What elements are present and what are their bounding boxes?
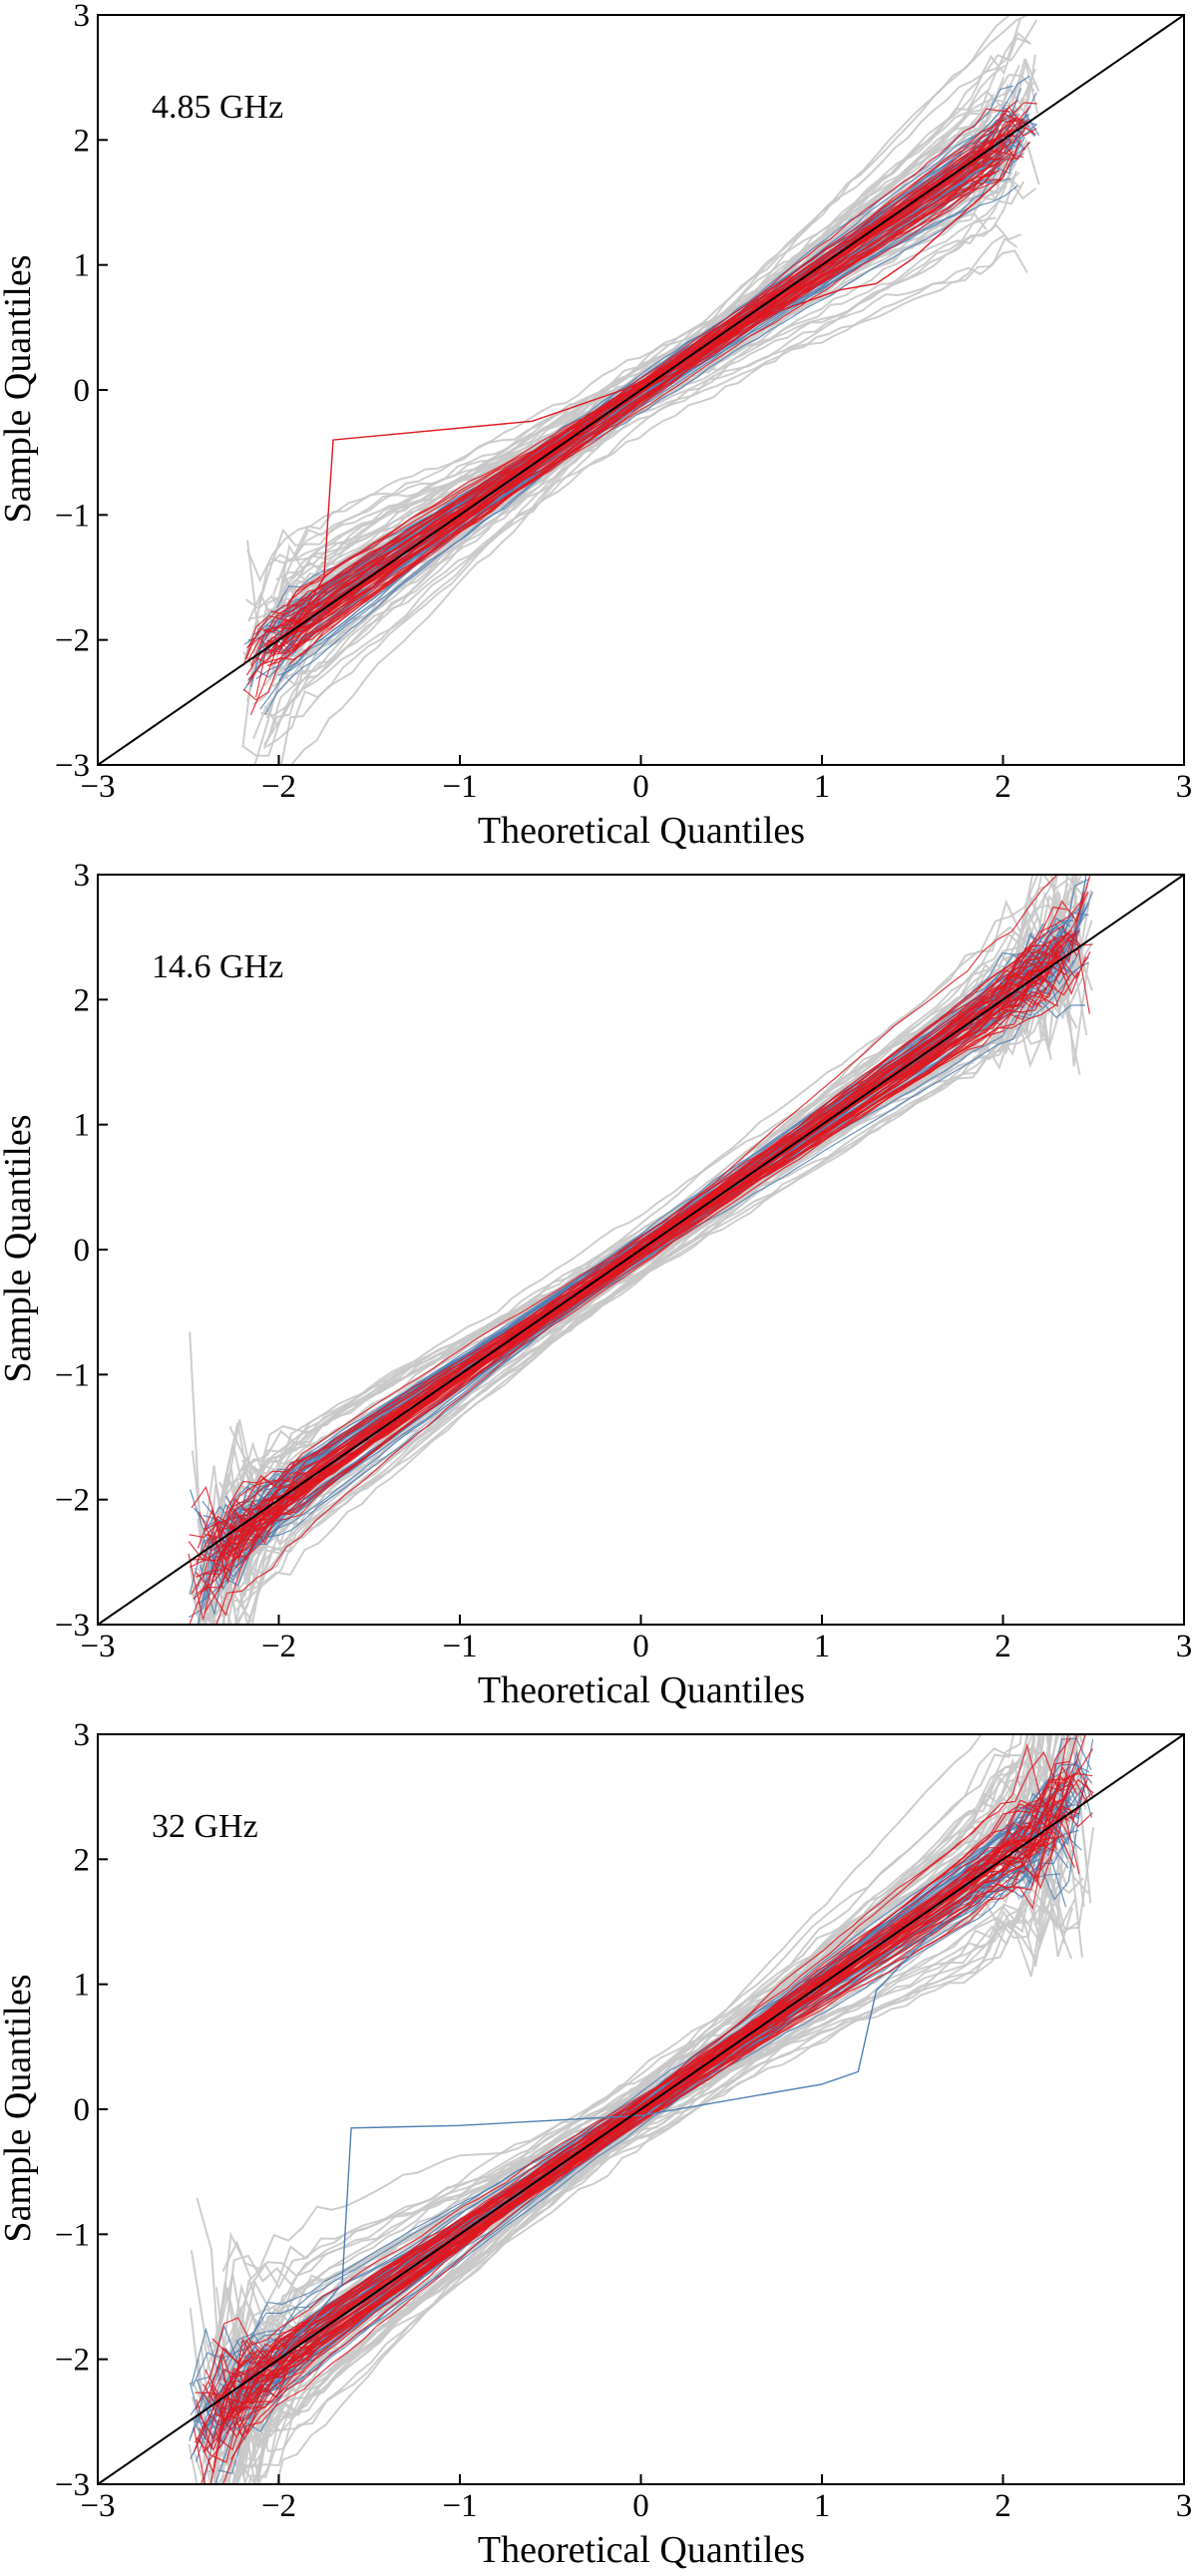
x-tick-label: 2 xyxy=(995,1629,1011,1664)
curve-blue xyxy=(264,110,1007,715)
curve-red xyxy=(245,173,987,659)
y-tick-label: 2 xyxy=(74,1842,91,1878)
y-tick-label: −3 xyxy=(55,748,90,784)
panel-label: 32 GHz xyxy=(152,1808,258,1845)
curve-grey xyxy=(211,875,1083,1625)
y-tick-label: 0 xyxy=(74,2092,91,2128)
curve-red xyxy=(222,964,1079,1534)
curve-blue xyxy=(235,1804,1075,2376)
x-tick-label: −1 xyxy=(442,769,477,805)
y-tick-label: 2 xyxy=(74,123,91,159)
x-axis-label: Theoretical Quantiles xyxy=(478,2529,805,2571)
tick-marks xyxy=(97,14,1185,766)
qq-panel-14-6-ghz: 14.6 GHz Theoretical Quantiles Sample Qu… xyxy=(0,858,1193,1711)
curve-grey xyxy=(191,1734,1065,2414)
x-tick-label: −1 xyxy=(442,1629,477,1664)
tick-marks xyxy=(97,1733,1185,2485)
y-axis-label: Sample Quantiles xyxy=(0,254,39,523)
y-tick-label: −3 xyxy=(55,2467,90,2503)
curve-red xyxy=(249,179,1000,716)
y-tick-label: −2 xyxy=(55,2343,90,2379)
x-axis-label: Theoretical Quantiles xyxy=(478,810,805,852)
curve-red xyxy=(214,1734,1086,2421)
x-tick-label: −3 xyxy=(80,2488,115,2524)
curve-red xyxy=(191,986,1046,1536)
curve-red xyxy=(221,1837,1059,2404)
y-tick-label: 1 xyxy=(74,1108,91,1144)
reference-line xyxy=(97,874,1185,1626)
curve-grey xyxy=(204,875,1085,1625)
y-tick-label: 1 xyxy=(74,248,91,284)
curve-red xyxy=(215,875,1058,1625)
y-tick-label: 0 xyxy=(74,1233,91,1269)
x-tick-label: 2 xyxy=(995,2488,1011,2524)
y-tick-label: −1 xyxy=(55,1357,90,1393)
x-tick-label: 3 xyxy=(1176,2488,1193,2524)
y-tick-label: −1 xyxy=(55,498,90,534)
curve-red xyxy=(195,1828,1041,2409)
curve-red xyxy=(207,1796,1080,2397)
x-tick-label: −3 xyxy=(80,1629,115,1664)
x-tick-label: 1 xyxy=(814,2488,831,2524)
curve-red xyxy=(219,1793,1091,2427)
curve-red xyxy=(198,1737,1071,2475)
x-tick-label: −2 xyxy=(261,2488,296,2524)
reference-line xyxy=(97,1733,1185,2485)
curve-grey xyxy=(215,1734,1071,2409)
qq-panel-4-85-ghz: 4.85 GHz Theoretical Quantiles Sample Qu… xyxy=(0,0,1192,852)
x-tick-label: 0 xyxy=(632,1629,649,1664)
curve-red xyxy=(266,106,1031,667)
panel-label: 4.85 GHz xyxy=(152,89,283,126)
reference-line xyxy=(97,14,1185,766)
y-tick-label: −2 xyxy=(55,1483,90,1519)
y-tick-label: −2 xyxy=(55,623,90,659)
curve-grey xyxy=(212,1903,1055,2484)
curve-outlier xyxy=(277,139,1022,653)
tick-marks xyxy=(97,874,1185,1626)
curve-grey xyxy=(202,875,1079,1607)
x-axis-label: Theoretical Quantiles xyxy=(478,1669,805,1711)
curve-red xyxy=(223,1847,1042,2416)
x-tick-label: 0 xyxy=(632,769,649,805)
y-tick-label: 1 xyxy=(74,1968,91,2004)
x-tick-label: −2 xyxy=(261,1629,296,1664)
y-tick-label: 3 xyxy=(74,0,91,34)
curve-red xyxy=(199,948,1079,1548)
x-tick-label: 0 xyxy=(632,2488,649,2524)
y-tick-label: 2 xyxy=(74,982,91,1018)
x-tick-label: −3 xyxy=(80,769,115,805)
x-tick-label: 2 xyxy=(995,769,1011,805)
x-tick-label: 1 xyxy=(814,1629,831,1664)
y-axis-label: Sample Quantiles xyxy=(0,1114,39,1382)
y-tick-label: 3 xyxy=(74,858,91,894)
y-tick-label: 0 xyxy=(74,373,91,409)
x-tick-label: −2 xyxy=(261,769,296,805)
sample-curves xyxy=(188,875,1094,1625)
curve-red xyxy=(189,972,1071,1539)
panel-label: 14.6 GHz xyxy=(152,948,283,985)
y-tick-label: 3 xyxy=(74,1717,91,1753)
curve-red xyxy=(235,1836,1047,2396)
curve-grey xyxy=(281,249,1028,582)
curve-red xyxy=(277,163,998,627)
curve-grey xyxy=(221,890,1085,1505)
curve-grey xyxy=(207,1734,1083,2484)
y-tick-label: −3 xyxy=(55,1608,90,1644)
curve-outlier xyxy=(277,1858,1040,2361)
curve-red xyxy=(285,154,1024,606)
x-tick-label: 3 xyxy=(1176,769,1193,805)
x-tick-label: 1 xyxy=(814,769,831,805)
y-axis-label: Sample Quantiles xyxy=(0,1974,39,2242)
x-tick-label: −1 xyxy=(442,2488,477,2524)
x-tick-label: 3 xyxy=(1176,1629,1193,1664)
qq-panel-32-ghz: 32 GHz Theoretical Quantiles Sample Quan… xyxy=(0,1717,1193,2571)
curve-red xyxy=(242,161,1000,666)
y-tick-label: −1 xyxy=(55,2217,90,2253)
